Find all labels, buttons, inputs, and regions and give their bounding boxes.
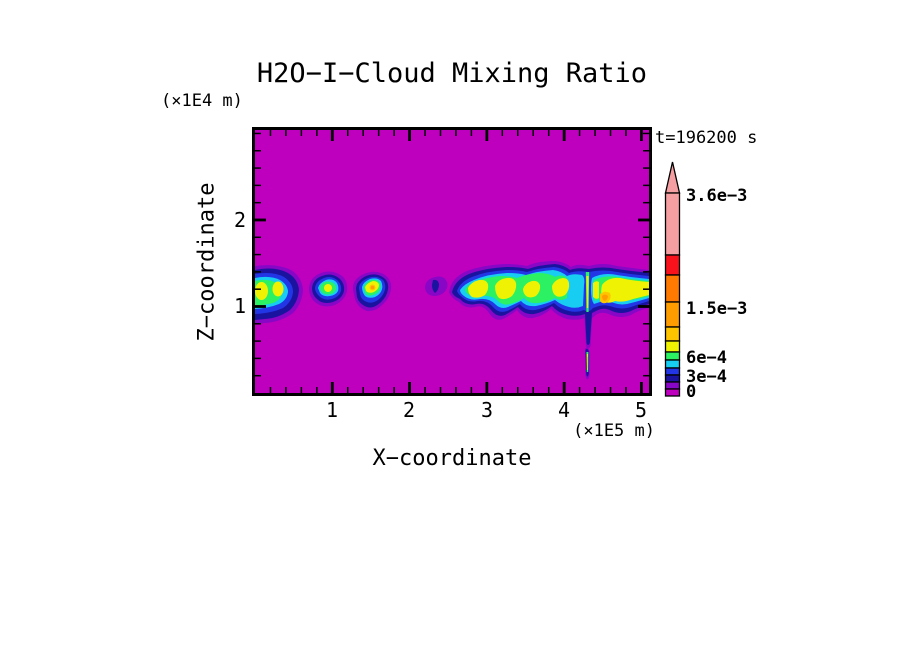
x-axis-unit-label: (×1E5 m) <box>573 421 655 441</box>
cloud-layer-yellow <box>255 276 649 370</box>
colorbar-label-mid: 1.5e−3 <box>686 299 748 319</box>
colorbar-label-zero: 0 <box>686 382 697 402</box>
colorbar-overflow-arrow <box>664 161 681 194</box>
x-tick-label-3: 3 <box>480 398 494 422</box>
x-tick-label-2: 2 <box>402 398 416 422</box>
colorbar-label-3e-4: 3e−4 <box>686 367 727 387</box>
x-tick-label-4: 4 <box>557 398 571 422</box>
colorbar-label-6e-4: 6e−4 <box>686 348 727 368</box>
plot-title: H2O−I−Cloud Mixing Ratio <box>256 58 648 89</box>
x-tick-label-5: 5 <box>634 398 648 422</box>
colorbar-label-max: 3.6e−3 <box>686 186 748 206</box>
plot-area <box>252 127 652 396</box>
y-tick-label-2: 2 <box>233 208 246 232</box>
y-tick-label-1: 1 <box>233 294 246 318</box>
axis-ticks <box>255 130 649 393</box>
contour-plot-svg <box>255 130 649 393</box>
y-axis-unit-label: (×1E4 m) <box>161 91 243 111</box>
time-label: t=196200 s <box>655 128 758 148</box>
x-tick-label-1: 1 <box>325 398 339 422</box>
x-axis-label: X−coordinate <box>372 446 532 471</box>
colorbar <box>663 159 683 405</box>
colorbar-svg <box>664 161 681 397</box>
cloud-layer-orange <box>369 284 611 368</box>
